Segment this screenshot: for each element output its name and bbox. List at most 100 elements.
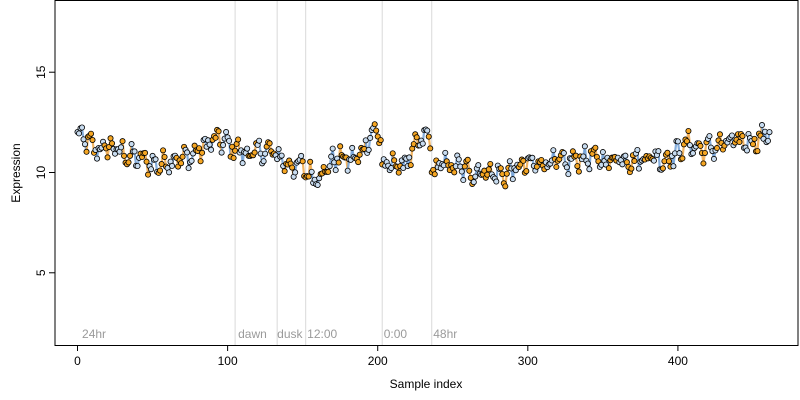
data-point-156 <box>308 168 315 175</box>
data-point-170 <box>329 145 336 152</box>
y-axis-label: Expression <box>9 143 23 202</box>
data-point-303 <box>529 154 536 161</box>
data-point-371 <box>631 158 638 165</box>
data-point-460 <box>764 137 771 144</box>
data-point-265 <box>472 173 479 180</box>
data-point-267 <box>475 162 482 169</box>
data-point-254 <box>455 156 462 163</box>
data-point-188 <box>356 151 363 158</box>
data-point-279 <box>493 178 500 185</box>
data-point-334 <box>575 168 582 175</box>
data-point-183 <box>349 144 356 151</box>
data-point-345 <box>592 144 599 151</box>
data-point-63 <box>169 162 176 169</box>
data-point-403 <box>679 155 686 162</box>
data-point-256 <box>458 168 465 175</box>
data-points <box>74 121 773 190</box>
data-point-285 <box>502 183 509 190</box>
data-point-76 <box>188 157 195 164</box>
data-point-350 <box>599 149 606 156</box>
data-point-143 <box>289 164 296 171</box>
data-point-136 <box>278 152 285 159</box>
data-point-230 <box>419 140 426 147</box>
data-point-3 <box>79 124 86 131</box>
x-tick-label-4: 400 <box>668 354 688 368</box>
y-tick-label-2: 15 <box>34 65 48 79</box>
data-point-369 <box>628 165 635 172</box>
data-point-258 <box>461 163 468 170</box>
data-point-428 <box>716 131 723 138</box>
data-point-373 <box>634 146 641 153</box>
data-point-324 <box>560 150 567 157</box>
data-point-260 <box>464 156 471 163</box>
data-point-58 <box>161 153 168 160</box>
data-point-221 <box>406 154 413 161</box>
data-point-393 <box>664 149 671 156</box>
data-point-421 <box>706 133 713 140</box>
data-point-22 <box>107 135 114 142</box>
data-point-451 <box>751 135 758 142</box>
data-point-35 <box>127 152 134 159</box>
data-point-194 <box>365 146 372 153</box>
data-point-10 <box>89 136 96 143</box>
data-point-426 <box>713 145 720 152</box>
data-point-257 <box>460 177 467 184</box>
data-point-461 <box>766 129 773 136</box>
data-point-407 <box>685 127 692 134</box>
data-point-456 <box>758 122 765 129</box>
x-tick-label-2: 200 <box>368 354 388 368</box>
data-point-264 <box>470 179 477 186</box>
data-point-210 <box>389 150 396 157</box>
data-point-180 <box>344 167 351 174</box>
data-point-424 <box>710 155 717 162</box>
data-point-150 <box>299 158 306 165</box>
data-point-13 <box>94 155 101 162</box>
data-point-6 <box>83 148 90 155</box>
data-point-40 <box>134 163 141 170</box>
data-point-274 <box>485 166 492 173</box>
data-point-238 <box>431 171 438 178</box>
data-point-410 <box>689 150 696 157</box>
data-point-408 <box>686 142 693 149</box>
data-point-20 <box>104 154 111 161</box>
data-point-450 <box>749 141 756 148</box>
data-point-36 <box>128 141 135 148</box>
data-point-118 <box>251 149 258 156</box>
data-point-128 <box>266 140 273 147</box>
annotation-label-5: 48hr <box>433 327 457 341</box>
data-point-29 <box>118 144 125 151</box>
data-point-317 <box>550 147 557 154</box>
data-point-69 <box>178 160 185 167</box>
data-point-415 <box>697 142 704 149</box>
data-point-99 <box>223 129 230 136</box>
data-point-195 <box>367 134 374 141</box>
y-axis: 5 10 15 <box>34 65 55 276</box>
data-point-38 <box>131 148 138 155</box>
data-point-110 <box>239 160 246 167</box>
data-point-235 <box>427 145 434 152</box>
y-tick-label-1: 10 <box>34 166 48 180</box>
data-point-174 <box>335 159 342 166</box>
data-point-97 <box>220 142 227 149</box>
data-point-275 <box>487 160 494 167</box>
data-point-390 <box>659 165 666 172</box>
data-point-394 <box>665 158 672 165</box>
data-point-94 <box>215 128 222 135</box>
data-point-453 <box>754 148 761 155</box>
segment-separators <box>234 1 433 345</box>
data-point-299 <box>523 168 530 175</box>
data-point-154 <box>305 173 312 180</box>
data-point-297 <box>520 157 527 164</box>
data-point-124 <box>260 158 267 165</box>
data-point-107 <box>235 136 242 143</box>
data-point-443 <box>739 133 746 140</box>
data-point-172 <box>332 167 339 174</box>
data-point-340 <box>584 160 591 167</box>
data-point-418 <box>701 149 708 156</box>
data-point-30 <box>119 138 126 145</box>
data-point-198 <box>371 121 378 128</box>
data-point-365 <box>622 152 629 159</box>
data-point-134 <box>275 146 282 153</box>
data-point-81 <box>196 145 203 152</box>
